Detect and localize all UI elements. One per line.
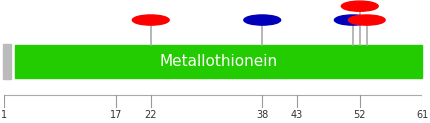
Text: 17: 17 — [110, 110, 122, 120]
FancyBboxPatch shape — [3, 44, 11, 79]
Circle shape — [341, 1, 378, 11]
Text: 61: 61 — [416, 110, 429, 120]
Text: 1: 1 — [1, 110, 7, 120]
Text: 38: 38 — [256, 110, 268, 120]
Text: Metallothionein: Metallothionein — [160, 54, 278, 69]
FancyBboxPatch shape — [15, 46, 423, 78]
Text: 22: 22 — [144, 110, 157, 120]
Circle shape — [348, 15, 385, 25]
Text: 43: 43 — [291, 110, 303, 120]
Circle shape — [132, 15, 169, 25]
Circle shape — [244, 15, 281, 25]
Text: 52: 52 — [353, 110, 366, 120]
Circle shape — [335, 15, 371, 25]
